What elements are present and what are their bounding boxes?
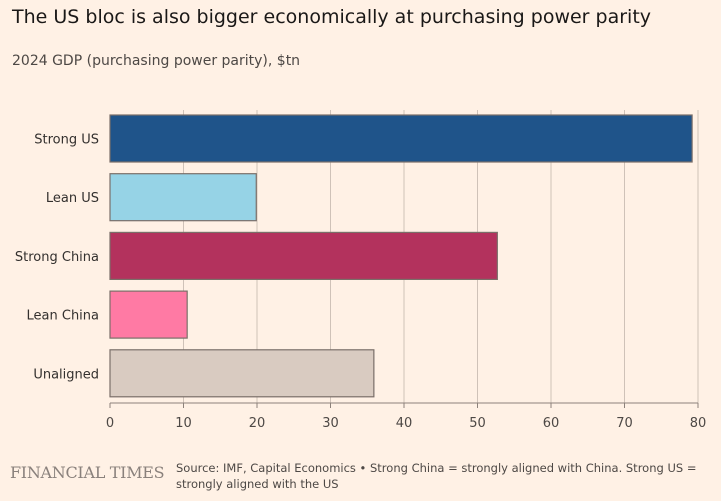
category-label: Lean US	[46, 191, 99, 206]
x-tick-label: 30	[322, 416, 339, 431]
x-tick-label: 80	[690, 416, 707, 431]
category-label: Lean China	[27, 309, 99, 324]
x-tick-label: 0	[106, 416, 114, 431]
x-tick-label: 40	[396, 416, 413, 431]
bar	[109, 114, 693, 163]
bar	[109, 290, 188, 339]
x-tick-label: 20	[249, 416, 266, 431]
category-label: Strong China	[15, 250, 99, 265]
chart-subtitle: 2024 GDP (purchasing power parity), $tn	[12, 53, 301, 69]
x-tick-label: 10	[175, 416, 192, 431]
x-tick-label: 50	[469, 416, 486, 431]
chart-title: The US bloc is also bigger economically …	[12, 6, 652, 28]
bar	[109, 173, 257, 222]
x-tick-label: 60	[543, 416, 560, 431]
bar	[109, 349, 375, 398]
category-label: Unaligned	[33, 367, 99, 382]
x-tick-label: 70	[616, 416, 633, 431]
bar	[109, 231, 498, 280]
category-label: Strong US	[34, 133, 99, 148]
source-note: Source: IMF, Capital Economics • Strong …	[176, 461, 697, 491]
ft-logo: FINANCIAL TIMES	[10, 463, 165, 482]
